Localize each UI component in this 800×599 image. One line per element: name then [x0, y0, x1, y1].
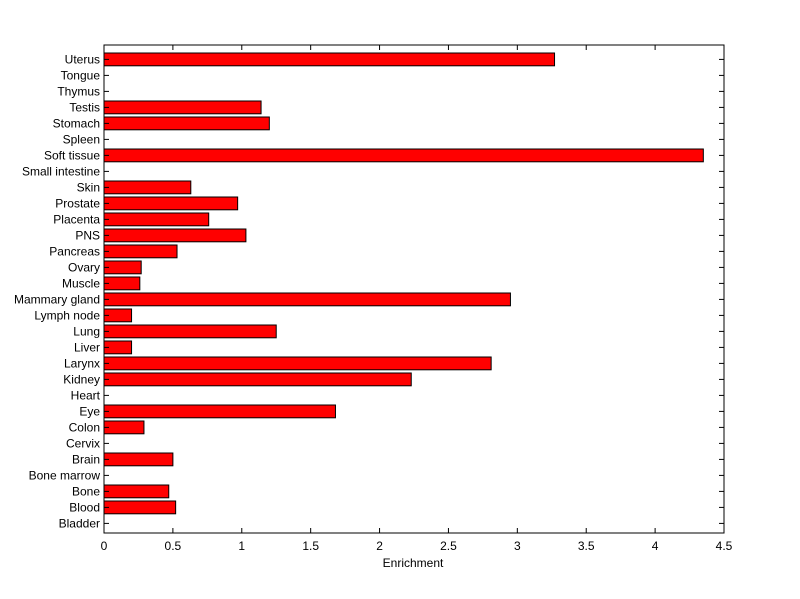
x-tick-label: 0	[101, 539, 108, 553]
y-tick-label: Tongue	[61, 68, 101, 82]
y-tick-label: Testis	[69, 100, 100, 114]
bar	[103, 116, 270, 131]
y-tick-label: Ovary	[68, 260, 100, 274]
y-tick-label: Soft tissue	[44, 148, 100, 162]
x-tick-label: 3	[514, 539, 521, 553]
y-tick-label: Placenta	[53, 212, 100, 226]
y-tick-label: Lymph node	[34, 308, 100, 322]
x-tick-label: 2	[376, 539, 383, 553]
plot-area: Bladder Blood Bone Bone marrow Brain Cervix Co…	[14, 44, 733, 553]
x-axis-label: Enrichment	[383, 556, 444, 570]
bar	[103, 500, 177, 515]
y-tick-label: Uterus	[65, 52, 100, 66]
y-tick-label: Small intestine	[22, 164, 100, 178]
y-tick-label: Muscle	[62, 276, 100, 290]
y-tick-label: Bladder	[59, 516, 100, 530]
x-tick-label: 4	[652, 539, 659, 553]
x-tick-label: 3.5	[578, 539, 595, 553]
y-tick-label: Cervix	[66, 436, 100, 450]
bar	[103, 212, 210, 227]
y-tick-label: Bone marrow	[29, 468, 101, 482]
y-tick-label: Thymus	[57, 84, 100, 98]
bar	[103, 420, 145, 435]
x-tick-label: 0.5	[165, 539, 182, 553]
x-tick-label: 4.5	[716, 539, 733, 553]
y-tick-label: PNS	[75, 228, 100, 242]
y-tick-label: Liver	[74, 340, 100, 354]
bar	[103, 260, 142, 275]
x-tick-label: 1	[238, 539, 245, 553]
y-tick-label: Brain	[72, 452, 100, 466]
plot-frame	[103, 44, 725, 534]
y-tick-label: Kidney	[63, 372, 100, 386]
bar	[103, 244, 178, 259]
y-tick-label: Pancreas	[49, 244, 100, 258]
y-tick-label: Lung	[73, 324, 100, 338]
y-tick-label: Skin	[77, 180, 100, 194]
bar	[103, 324, 277, 339]
bar	[103, 356, 492, 371]
y-tick-label: Stomach	[53, 116, 100, 130]
bar	[103, 484, 170, 499]
bar	[103, 452, 174, 467]
y-tick-label: Eye	[79, 404, 100, 418]
bar	[103, 100, 262, 115]
bar	[103, 148, 704, 163]
y-tick-label: Colon	[69, 420, 100, 434]
bar	[103, 292, 511, 307]
y-tick-label: Larynx	[64, 356, 100, 370]
bar	[103, 52, 556, 67]
y-tick-label: Spleen	[63, 132, 100, 146]
y-tick-label: Heart	[71, 388, 101, 402]
bar	[103, 372, 412, 387]
bar	[103, 180, 192, 195]
y-tick-label: Prostate	[55, 196, 100, 210]
x-tick-label: 2.5	[440, 539, 457, 553]
bar	[103, 196, 239, 211]
y-tick-label: Mammary gland	[14, 292, 100, 306]
bar	[103, 404, 336, 419]
bar	[103, 228, 247, 243]
y-tick-label: Bone	[72, 484, 100, 498]
bar	[103, 276, 141, 291]
y-tick-label: Blood	[69, 500, 100, 514]
x-tick-label: 1.5	[302, 539, 319, 553]
